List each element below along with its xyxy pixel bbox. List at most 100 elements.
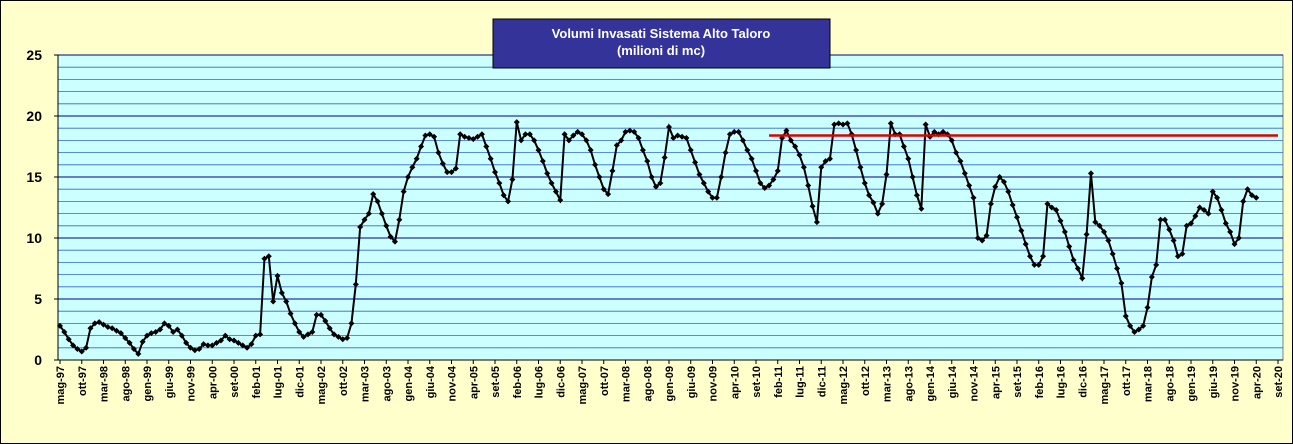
data-point [622, 128, 629, 135]
data-point [861, 180, 868, 187]
x-tick-label: apr-00 [207, 366, 219, 399]
data-point [1105, 237, 1112, 244]
data-point [557, 197, 564, 204]
data-point [265, 253, 272, 260]
data-point [431, 133, 438, 140]
data-point [531, 137, 538, 144]
x-tick-label: ago-18 [1164, 366, 1176, 401]
x-tick-label: apr-20 [1251, 366, 1263, 399]
title-box [492, 18, 831, 69]
x-tick-label: feb-01 [251, 366, 263, 398]
data-point [526, 131, 533, 138]
data-point [287, 310, 294, 317]
x-tick-label: ott-97 [77, 366, 89, 396]
data-point [183, 339, 190, 346]
data-point [318, 311, 324, 318]
x-tick-label: apr-10 [729, 366, 741, 399]
data-point [465, 134, 472, 141]
data-point [713, 194, 720, 201]
data-point [204, 342, 211, 349]
x-tick-label: mar-18 [1143, 366, 1155, 402]
x-tick-label: mar-13 [882, 366, 894, 402]
data-point [383, 222, 390, 229]
data-point [335, 333, 342, 340]
data-point [170, 328, 177, 335]
data-point [596, 174, 603, 180]
data-point [1214, 194, 1221, 201]
data-point [1005, 188, 1012, 195]
data-point [65, 336, 72, 343]
data-point [683, 134, 690, 141]
data-point [178, 332, 185, 339]
data-point [1040, 253, 1047, 260]
data-point [870, 199, 877, 206]
data-point [165, 322, 172, 329]
x-tick-label: ott-07 [599, 366, 611, 396]
data-point [626, 127, 633, 134]
data-point [113, 327, 120, 334]
data-point [1122, 313, 1129, 320]
x-tick-label: gen-19 [1186, 366, 1198, 401]
data-point [396, 216, 403, 223]
data-point [1022, 241, 1029, 248]
x-tick-label: lug-01 [273, 366, 285, 398]
data-point [452, 165, 459, 172]
data-point [1183, 222, 1190, 229]
data-point [552, 188, 559, 195]
data-point [291, 320, 298, 327]
data-point [130, 346, 137, 353]
data-point [700, 180, 707, 187]
data-point [326, 325, 333, 332]
data-point [474, 133, 481, 140]
data-point [483, 143, 490, 150]
x-tick-label: mag-97 [55, 366, 67, 405]
x-tick-label: gen-99 [142, 366, 154, 401]
data-point [435, 149, 442, 156]
data-point [787, 137, 794, 144]
data-point [365, 210, 372, 217]
x-tick-label: mag-17 [1099, 366, 1111, 405]
data-point [874, 210, 881, 217]
data-point [217, 337, 224, 344]
data-point [831, 121, 838, 128]
x-tick-label: ott-17 [1121, 366, 1133, 396]
data-point [900, 143, 907, 150]
data-point [657, 180, 664, 187]
y-tick-label: 5 [34, 291, 42, 307]
data-point [418, 143, 425, 150]
x-tick-label: set-05 [490, 366, 502, 398]
data-point [853, 147, 860, 154]
data-point [1070, 256, 1077, 263]
data-point [953, 149, 960, 156]
data-point [357, 224, 364, 231]
data-point [613, 142, 620, 149]
data-point [800, 164, 807, 171]
data-point [661, 154, 668, 161]
data-point [1174, 253, 1181, 260]
data-point [505, 198, 512, 205]
data-point [1092, 219, 1099, 226]
data-point [1222, 220, 1229, 227]
data-point [866, 192, 873, 199]
data-point [1066, 243, 1073, 250]
data-point [548, 180, 555, 187]
data-point [726, 131, 733, 138]
data-point [1079, 275, 1086, 282]
data-point [783, 127, 790, 134]
x-tick-label: dic-11 [816, 366, 828, 397]
data-point [261, 255, 268, 262]
data-point [309, 328, 316, 335]
data-point [104, 324, 111, 331]
data-point [257, 331, 264, 338]
data-point [1253, 194, 1260, 201]
data-point [1096, 222, 1103, 229]
x-tick-label: giu-19 [1208, 366, 1220, 398]
data-point [439, 160, 446, 167]
data-point [731, 128, 738, 135]
axes: 0 5 10 15 20 25 mag-97 ott-97 mar-98 ago-98 gen-99… [26, 47, 1285, 405]
data-point [948, 137, 955, 144]
x-tick-label: set-00 [229, 366, 241, 398]
data-point [74, 346, 81, 353]
data-point [979, 237, 986, 244]
data-point [487, 155, 494, 162]
